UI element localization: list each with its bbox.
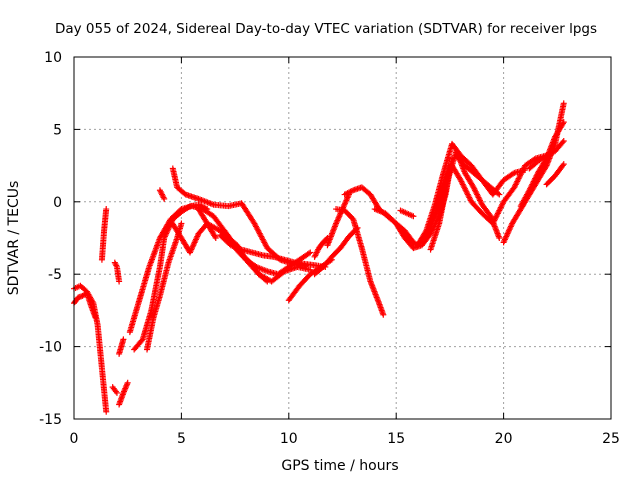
- data-point: [560, 119, 567, 126]
- data-point: [264, 278, 271, 285]
- x-axis-label: GPS time / hours: [281, 458, 398, 474]
- data-point: [560, 137, 567, 144]
- data-point: [560, 161, 567, 168]
- data-point: [263, 277, 270, 284]
- x-tick-label: 15: [387, 431, 405, 447]
- data-point: [178, 220, 185, 227]
- y-tick-label: -5: [48, 267, 62, 283]
- series-track-14: [195, 206, 219, 241]
- y-tick-label: -10: [39, 340, 62, 356]
- series-track-04: [109, 384, 120, 396]
- x-tick-label: 20: [495, 431, 513, 447]
- series-track-20: [324, 191, 352, 249]
- series-track-31: [517, 119, 567, 210]
- x-tick-label: 5: [177, 431, 186, 447]
- series-track-33: [543, 161, 567, 188]
- data-point: [113, 389, 120, 396]
- data-point: [495, 190, 502, 197]
- data-point: [161, 195, 168, 202]
- y-tick-label: -15: [39, 412, 62, 428]
- data-point: [204, 206, 211, 213]
- x-tick-label: 0: [70, 431, 79, 447]
- data-point: [559, 139, 566, 146]
- data-point: [212, 235, 219, 241]
- data-point: [542, 163, 549, 170]
- data-point: [559, 162, 566, 169]
- data-point: [496, 235, 503, 241]
- data-point: [92, 314, 99, 321]
- x-tick-label: 10: [280, 431, 298, 447]
- data-point: [305, 250, 312, 257]
- series-track-07: [116, 336, 127, 357]
- chart-title: Day 055 of 2024, Sidereal Day-to-day VTE…: [55, 21, 597, 37]
- data-point: [560, 100, 567, 107]
- data-point: [531, 156, 538, 163]
- data-point: [124, 379, 131, 386]
- series-track-18: [311, 235, 331, 260]
- data-point: [211, 233, 218, 240]
- plot-frame: [73, 56, 612, 420]
- series-track-21: [333, 206, 387, 318]
- data-point: [559, 120, 566, 127]
- y-tick-label: 5: [53, 122, 62, 138]
- data-points: [71, 100, 567, 415]
- series-track-16: [217, 232, 329, 270]
- data-point: [496, 191, 503, 198]
- series-track-01: [71, 282, 110, 415]
- series-track-28: [427, 148, 503, 253]
- series-track-32: [526, 137, 567, 172]
- data-point: [307, 249, 314, 256]
- data-point: [380, 311, 387, 318]
- series-track-11: [156, 187, 168, 202]
- data-point: [509, 170, 516, 177]
- y-tick-label: 0: [53, 195, 62, 211]
- series-track-06: [116, 379, 131, 408]
- data-point: [410, 213, 417, 220]
- series-track-05: [111, 259, 123, 285]
- y-tick-label: 10: [44, 50, 62, 66]
- data-point: [103, 206, 110, 213]
- data-point: [116, 278, 123, 285]
- series-track-19: [311, 224, 361, 278]
- x-tick-label: 25: [602, 431, 620, 447]
- axis-ticks: 0 5 10 15 20 25 -15 -10 -5 0 5 10: [39, 50, 620, 447]
- series-track-25: [397, 207, 417, 220]
- y-axis-label: SDTVAR / TECUs: [6, 181, 22, 296]
- series-track-29: [453, 152, 503, 198]
- data-point: [120, 336, 127, 343]
- series-track-03: [98, 206, 110, 263]
- data-point: [103, 408, 110, 415]
